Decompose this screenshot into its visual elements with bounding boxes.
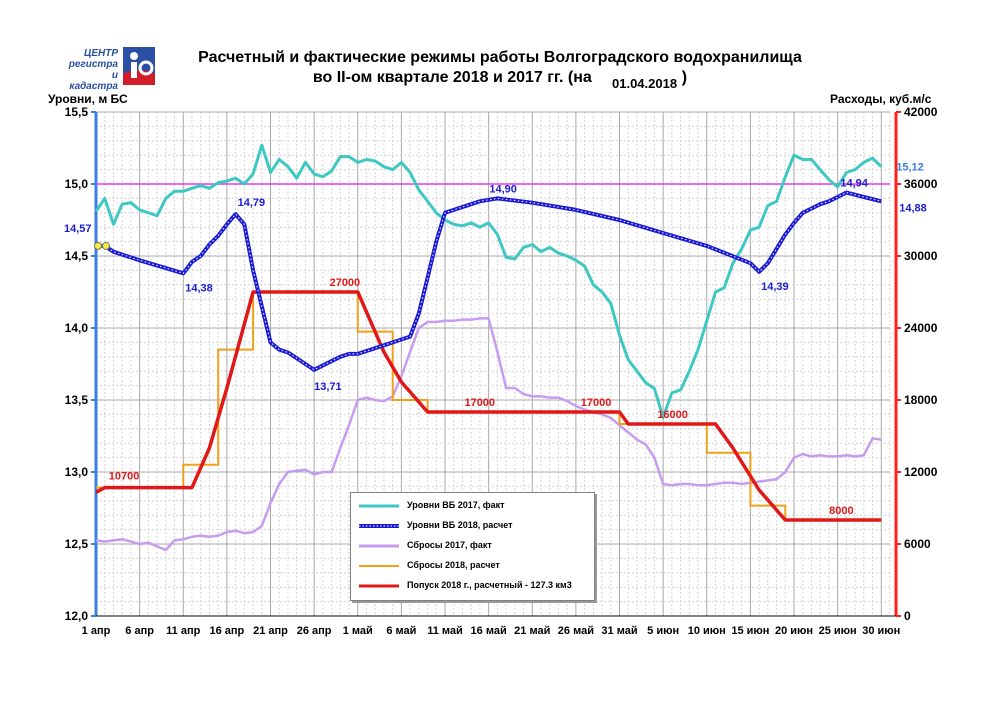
x-tick-label: 31 май [601, 625, 637, 637]
logo-line-1: ЦЕНТР [84, 48, 118, 59]
x-tick-label: 10 июн [688, 625, 726, 637]
legend-label-discharge-2017: Сбросы 2017, факт [407, 540, 492, 550]
left-tick-label: 15,5 [65, 105, 89, 119]
right-tick-label: 36000 [904, 177, 938, 191]
x-tick-label: 26 апр [297, 625, 332, 637]
logo-mark-icon [123, 47, 155, 85]
legend-swatch-discharge-2018 [359, 565, 399, 567]
left-tick-label: 12,5 [65, 537, 89, 551]
data-label: 14,79 [238, 197, 266, 209]
data-label: 16000 [657, 409, 688, 421]
x-tick-label: 15 июн [731, 625, 769, 637]
data-label: 14,38 [185, 282, 213, 294]
right-tick-label: 24000 [904, 321, 938, 335]
left-tick-label: 14,0 [65, 321, 89, 335]
title-line-2-text: во II-ом квартале 2018 и 2017 гг. (на [312, 69, 592, 86]
legend-label-level-2017: Уровни ВБ 2017, факт [407, 500, 505, 510]
data-label: 8000 [829, 505, 853, 517]
legend-swatch-level-2018 [359, 524, 399, 528]
data-label: 14,88 [899, 202, 927, 214]
left-axis-title: Уровни, м БС [48, 92, 128, 106]
x-tick-label: 11 май [427, 625, 463, 637]
x-tick-label: 30 июн [862, 625, 900, 637]
chart-title: Расчетный и фактические режимы работы Во… [160, 48, 840, 88]
data-label: 13,71 [314, 381, 342, 393]
legend-label-level-2018: Уровни ВБ 2018, расчет [407, 520, 513, 530]
x-tick-label: 6 май [386, 625, 416, 637]
data-label: 14,94 [840, 178, 868, 190]
left-tick-label: 13,5 [65, 393, 89, 407]
data-label: 17000 [581, 397, 612, 409]
x-tick-label: 16 май [471, 625, 507, 637]
logo-line-2: регистра [68, 59, 118, 70]
right-tick-label: 18000 [904, 393, 938, 407]
logo-line-3: и кадастра [69, 70, 118, 92]
x-tick-label: 26 май [558, 625, 594, 637]
right-tick-label: 30000 [904, 249, 938, 263]
logo: ЦЕНТР регистра и кадастра [62, 46, 162, 92]
data-label: 14,57 [64, 223, 92, 235]
x-tick-label: 20 июн [775, 625, 813, 637]
x-tick-label: 21 май [514, 625, 550, 637]
legend-swatch-level-2017 [359, 504, 399, 508]
left-tick-label: 13,0 [65, 465, 89, 479]
x-tick-label: 6 апр [125, 625, 154, 637]
data-label: 14,39 [761, 281, 789, 293]
right-tick-label: 42000 [904, 105, 938, 119]
legend-label-release-2018: Попуск 2018 г., расчетный - 127.3 км3 [407, 580, 572, 590]
x-tick-label: 16 апр [209, 625, 244, 637]
x-tick-label: 21 апр [253, 625, 288, 637]
x-tick-label: 1 апр [82, 625, 111, 637]
data-label: 14,90 [489, 183, 517, 195]
logo-text: ЦЕНТР регистра и кадастра [62, 48, 118, 92]
right-tick-label: 6000 [904, 537, 931, 551]
data-label: 27000 [330, 277, 361, 289]
data-label: 17000 [464, 397, 495, 409]
legend-label-discharge-2018: Сбросы 2018, расчет [407, 560, 500, 570]
right-axis-title: Расходы, куб.м/с [830, 92, 932, 106]
legend-swatch-release-2018 [359, 584, 399, 588]
x-tick-label: 11 апр [166, 625, 200, 637]
title-line-1: Расчетный и фактические режимы работы Во… [198, 49, 802, 66]
left-tick-label: 12,0 [65, 609, 89, 623]
title-close-paren: ) [681, 69, 688, 86]
x-tick-label: 5 июн [647, 625, 679, 637]
right-tick-label: 12000 [904, 465, 938, 479]
data-label: 10700 [109, 471, 140, 483]
right-tick-label: 0 [904, 609, 911, 623]
data-label: 15,12 [896, 162, 924, 174]
legend-swatch-discharge-2017 [359, 544, 399, 548]
legend: Уровни ВБ 2017, факт Уровни ВБ 2018, рас… [350, 492, 595, 601]
start-marker [94, 241, 102, 250]
x-tick-label: 1 май [343, 625, 373, 637]
x-tick-label: 25 июн [819, 625, 857, 637]
chart-date: 01.04.2018 [612, 76, 678, 91]
series-line-release-2018 [95, 290, 882, 522]
series-line-level-2017 [94, 143, 883, 419]
left-tick-label: 15,0 [65, 177, 89, 191]
start-marker [102, 241, 110, 250]
series-line-level-2018-dots [96, 192, 882, 371]
title-line-2: во II-ом квартале 2018 и 2017 гг. (на) [160, 68, 840, 88]
left-tick-label: 14,5 [65, 249, 89, 263]
